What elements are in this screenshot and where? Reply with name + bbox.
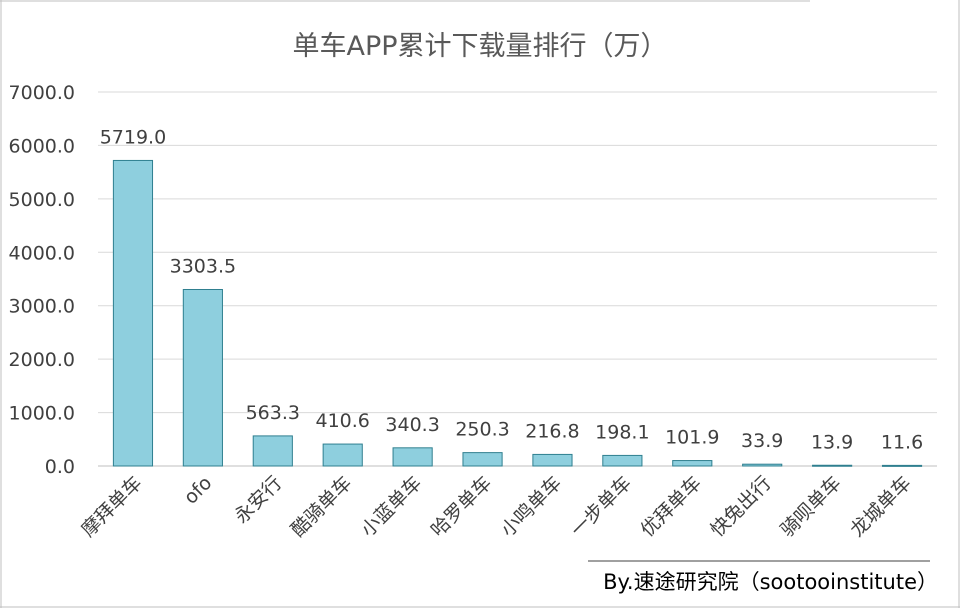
bar xyxy=(392,447,433,467)
data-label: 5719.0 xyxy=(100,126,166,148)
data-label: 198.1 xyxy=(595,421,649,443)
bar xyxy=(532,453,573,467)
y-tick-label: 1000.0 xyxy=(9,403,75,425)
x-tick-label: ofo xyxy=(180,472,217,509)
x-tick-label: 摩拜单车 xyxy=(77,472,146,541)
data-label: 563.3 xyxy=(246,402,300,424)
data-label: 13.9 xyxy=(811,431,853,453)
grid-lines xyxy=(98,91,937,467)
bar xyxy=(322,443,363,467)
data-label: 340.3 xyxy=(385,414,439,436)
bar xyxy=(252,435,293,467)
x-tick-label: 哈罗单车 xyxy=(427,472,496,541)
bars xyxy=(112,159,923,467)
x-tick-label: 永安行 xyxy=(230,472,286,528)
source-annotation: By.速途研究院（sootooinstitute） xyxy=(603,570,938,594)
bar xyxy=(672,460,713,467)
bar xyxy=(112,159,154,467)
data-label: 250.3 xyxy=(455,419,509,441)
y-tick-label: 5000.0 xyxy=(9,189,75,211)
y-tick-label: 3000.0 xyxy=(9,296,75,318)
x-tick-label: 优拜单车 xyxy=(637,472,706,541)
x-tick-label: 小蓝单车 xyxy=(357,472,426,541)
x-tick-label: 骑呗单车 xyxy=(776,472,845,541)
bar xyxy=(881,464,923,467)
data-label: 3303.5 xyxy=(170,255,236,277)
x-tick-label: 小鸣单车 xyxy=(497,472,566,541)
bar xyxy=(182,288,223,467)
bar xyxy=(462,452,503,467)
data-labels: 5719.0 3303.5 563.3 410.6 340.3 250.3 216.8 198… xyxy=(100,126,923,453)
data-label: 11.6 xyxy=(881,431,923,453)
y-tick-label: 4000.0 xyxy=(9,242,75,264)
y-tick-label: 7000.0 xyxy=(9,82,75,104)
bar xyxy=(812,464,853,467)
bar xyxy=(742,463,783,467)
y-axis-ticks: 0.0 1000.0 2000.0 3000.0 4000.0 5000.0 6000.0 7… xyxy=(9,82,75,478)
bar xyxy=(602,454,643,467)
data-label: 216.8 xyxy=(525,420,579,442)
data-label: 101.9 xyxy=(665,427,719,449)
x-tick-label: 龙城单车 xyxy=(846,472,915,541)
y-tick-label: 6000.0 xyxy=(9,135,75,157)
y-tick-label: 2000.0 xyxy=(9,349,75,371)
y-tick-label: 0.0 xyxy=(45,456,75,478)
chart-title: 单车APP累计下载量排行（万） xyxy=(292,31,667,62)
x-tick-label: 一步单车 xyxy=(567,472,636,541)
x-tick-label: 酷骑单车 xyxy=(287,472,356,541)
x-tick-label: 快兔出行 xyxy=(706,472,775,541)
data-label: 410.6 xyxy=(316,410,370,432)
x-axis-ticks: 摩拜单车 ofo 永安行 酷骑单车 小蓝单车 哈罗单车 小鸣单车 一步单车 优拜单车 快兔出行 骑呗… xyxy=(77,472,915,541)
data-label: 33.9 xyxy=(741,430,783,452)
